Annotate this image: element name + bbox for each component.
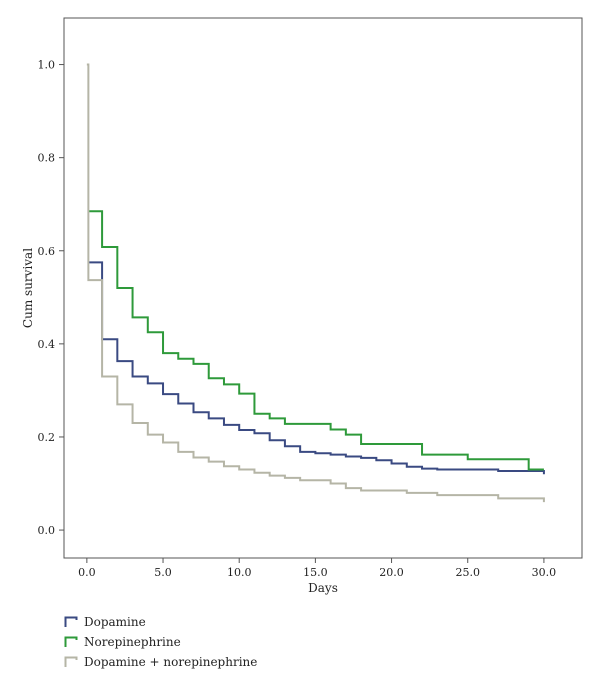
legend: Dopamine Norepinephrine Dopamine + norepin…: [64, 612, 257, 672]
x-tick-label: 30.0: [532, 566, 557, 579]
y-axis-title: Cum survival: [21, 248, 35, 328]
series-lines: [86, 63, 545, 503]
legend-label: Dopamine: [84, 615, 146, 629]
y-tick-label: 0.4: [38, 338, 56, 351]
y-tick-label: 0.2: [38, 431, 56, 444]
plot-area-frame: [63, 17, 583, 559]
series-line-dopamine-norepinephrine: [86, 63, 545, 503]
legend-label: Dopamine + norepinephrine: [84, 655, 258, 669]
x-tick-label: 10.0: [227, 566, 252, 579]
x-axis: 0.0 5.0 10.0 15.0 20.0 25.0 30.0: [78, 558, 556, 579]
x-tick-label: 25.0: [455, 566, 480, 579]
y-tick-label: 0.0: [38, 524, 56, 537]
legend-item-dopamine-norepinephrine: Dopamine + norepinephrine: [64, 652, 257, 672]
x-tick-label: 15.0: [303, 566, 328, 579]
legend-swatch-icon: [64, 656, 78, 667]
legend-item-dopamine: Dopamine: [64, 612, 257, 632]
x-tick-label: 0.0: [78, 566, 96, 579]
series-line-norepinephrine: [88, 210, 544, 471]
y-tick-label: 1.0: [38, 59, 56, 72]
y-tick-label: 0.8: [38, 152, 56, 165]
legend-swatch-icon: [64, 616, 78, 627]
legend-item-norepinephrine: Norepinephrine: [64, 632, 257, 652]
series-line-dopamine: [88, 261, 545, 475]
y-tick-label: 0.6: [38, 245, 56, 258]
y-axis: 0.0 0.2 0.4 0.6 0.8 1.0: [38, 59, 64, 537]
x-axis-title: Days: [308, 581, 338, 595]
x-tick-label: 5.0: [154, 566, 172, 579]
legend-label: Norepinephrine: [84, 635, 181, 649]
x-tick-label: 20.0: [379, 566, 404, 579]
legend-swatch-icon: [64, 636, 78, 647]
